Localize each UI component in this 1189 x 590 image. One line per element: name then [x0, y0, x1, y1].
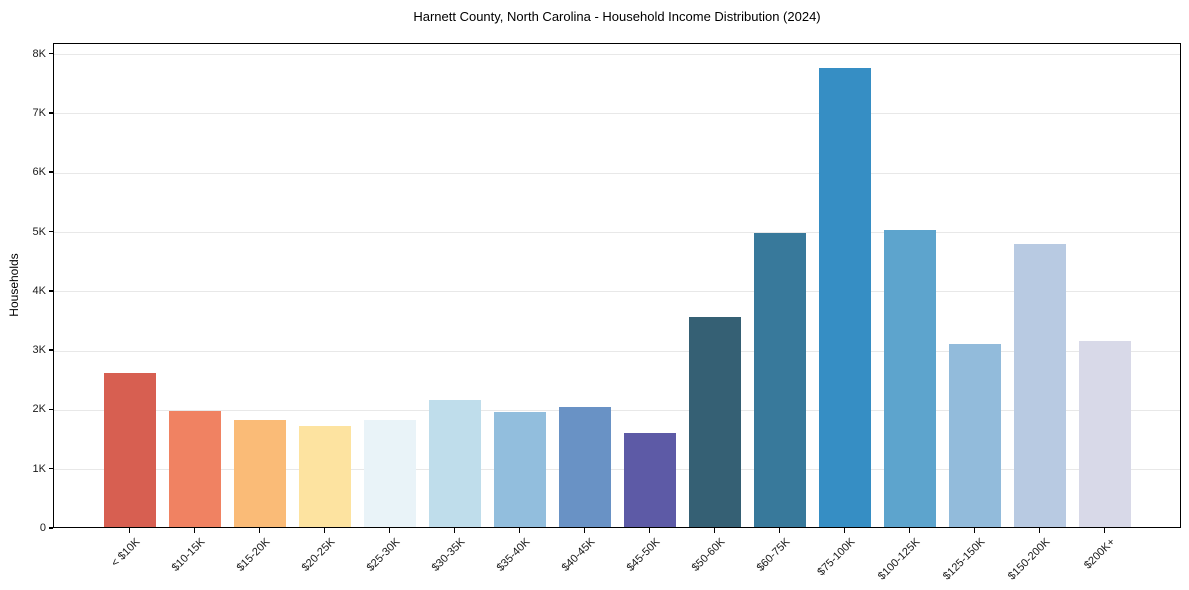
gridline — [54, 232, 1180, 233]
x-tick-mark — [388, 528, 391, 533]
x-tick-label: $60-75K — [754, 536, 793, 574]
x-tick-mark — [908, 528, 911, 533]
x-tick-label: $45-50K — [624, 536, 663, 574]
x-tick-mark — [1038, 528, 1041, 533]
bar — [429, 400, 482, 527]
x-tick-label: $150-200K — [1006, 536, 1053, 583]
y-tick-mark — [48, 527, 53, 529]
gridline — [54, 113, 1180, 115]
y-tick-mark — [48, 408, 53, 411]
y-tick-mark — [48, 230, 53, 233]
x-tick-mark — [1103, 528, 1106, 533]
x-tick-mark — [778, 528, 781, 533]
bar — [949, 344, 1002, 527]
bar — [364, 419, 417, 527]
y-tick-label: 3K — [32, 344, 46, 357]
x-tick-label: $50-60K — [689, 536, 728, 574]
y-tick-label: 6K — [32, 166, 46, 179]
x-tick-mark — [128, 528, 131, 533]
y-tick-label: 2K — [32, 403, 46, 416]
x-tick-label: $35-40K — [494, 536, 533, 574]
bar — [884, 229, 937, 527]
gridline — [54, 54, 1180, 56]
bar — [494, 411, 547, 527]
x-tick-label: $200K+ — [1082, 536, 1118, 572]
x-tick-label: $30-35K — [429, 536, 468, 574]
x-tick-mark — [843, 528, 846, 533]
y-tick-mark — [48, 52, 53, 55]
y-tick-mark — [48, 290, 53, 292]
gridline — [54, 291, 1180, 293]
x-tick-mark — [973, 528, 976, 533]
x-tick-label: $40-45K — [559, 536, 598, 574]
bar — [754, 233, 807, 527]
bar — [1014, 244, 1067, 527]
x-tick-label: $20-25K — [299, 536, 338, 574]
x-tick-mark — [258, 528, 261, 533]
x-tick-mark — [193, 528, 196, 533]
plot-area — [53, 43, 1181, 528]
bar — [299, 426, 352, 527]
chart-title: Harnett County, North Carolina - Househo… — [413, 9, 821, 24]
bar — [624, 432, 677, 527]
x-tick-mark — [648, 528, 651, 533]
y-tick-label: 1K — [32, 462, 46, 475]
y-tick-mark — [48, 349, 53, 351]
x-tick-label: < $10K — [109, 536, 143, 570]
x-tick-mark — [453, 528, 456, 533]
x-tick-label: $15-20K — [234, 536, 273, 574]
y-tick-mark — [48, 171, 53, 173]
y-tick-label: 7K — [32, 106, 46, 119]
x-tick-mark — [583, 528, 586, 533]
y-tick-mark — [48, 467, 53, 470]
x-tick-label: $10-15K — [169, 536, 208, 574]
y-tick-label: 5K — [32, 225, 46, 238]
bar — [689, 316, 742, 527]
x-tick-label: $75-100K — [815, 536, 858, 579]
x-tick-label: $100-125K — [876, 536, 923, 583]
x-tick-mark — [713, 528, 716, 533]
gridline — [54, 350, 1180, 352]
x-tick-mark — [323, 528, 326, 533]
y-tick-label: 8K — [32, 47, 46, 60]
bar — [819, 68, 872, 527]
gridline — [54, 409, 1180, 411]
x-tick-label: $25-30K — [364, 536, 403, 574]
y-tick-mark — [48, 112, 53, 114]
bar — [169, 411, 222, 527]
bar — [104, 373, 157, 527]
gridline — [54, 172, 1180, 174]
x-tick-label: $125-150K — [941, 536, 988, 583]
gridline — [54, 469, 1180, 471]
y-tick-label: 4K — [32, 284, 46, 297]
x-tick-mark — [518, 528, 521, 533]
y-tick-label: 0 — [39, 522, 46, 534]
bar — [1079, 341, 1132, 527]
bar — [559, 406, 612, 527]
bar — [234, 419, 287, 527]
